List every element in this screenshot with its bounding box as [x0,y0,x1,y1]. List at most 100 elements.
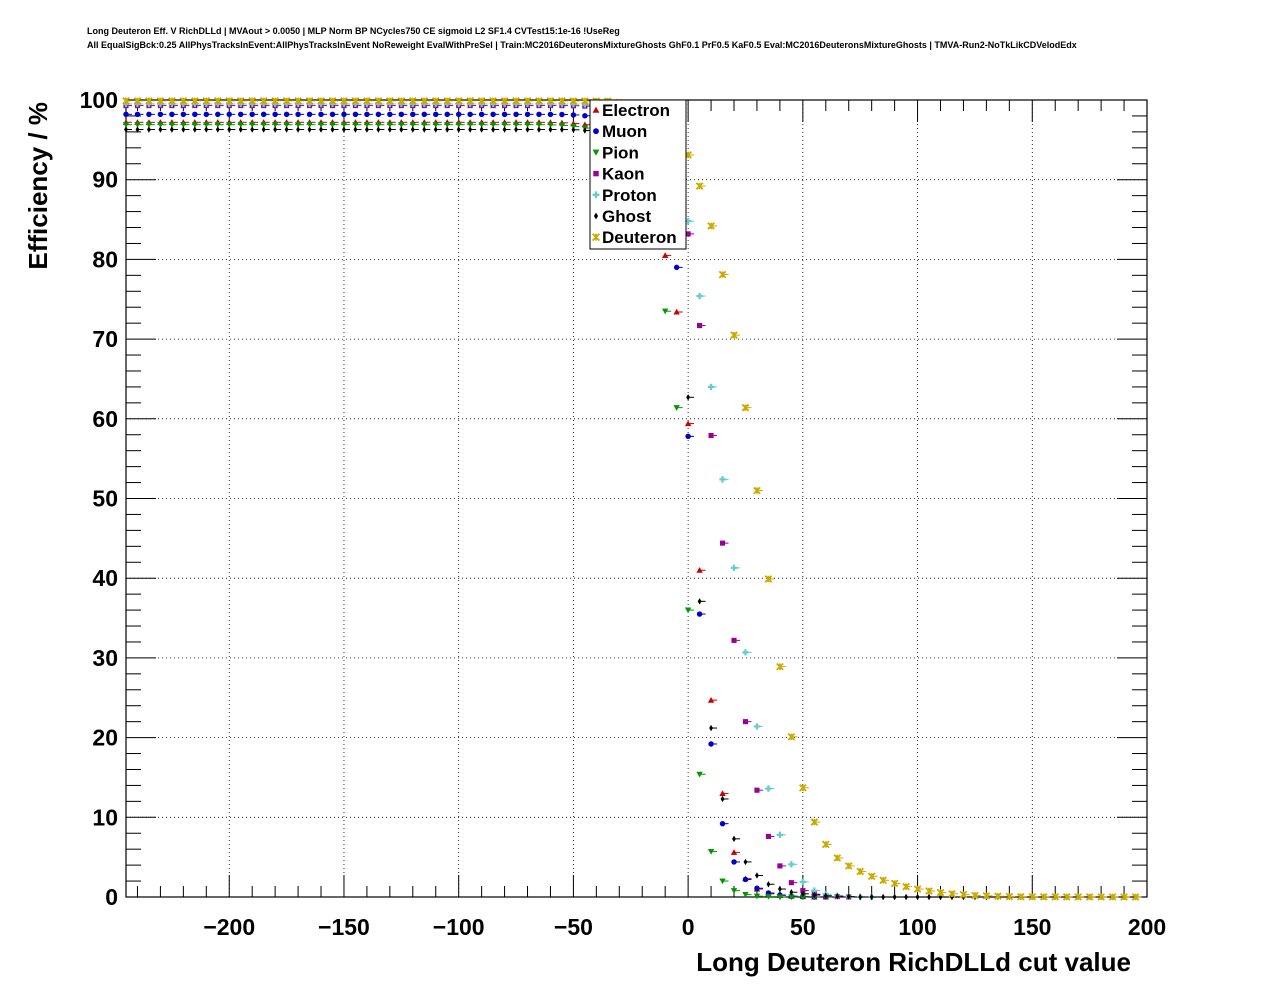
data-point [1005,892,1014,901]
data-point [260,122,267,128]
y-tick-label: 100 [80,87,118,113]
data-point [261,126,266,133]
data-point [375,111,382,118]
data-point [743,858,748,866]
data-point [535,122,543,128]
data-point [927,893,931,901]
x-tick-label: −100 [433,914,485,940]
data-point [844,862,853,870]
data-point [548,126,553,133]
y-axis-label: Efficiency / % [23,102,53,270]
legend-label-deuteron: Deuteron [602,228,677,247]
data-point [661,308,669,315]
data-point [858,893,863,901]
data-point [788,894,795,901]
data-point [547,111,554,118]
data-point [707,849,715,855]
y-tick-label: 60 [92,406,118,432]
legend-label-kaon: Kaon [602,165,645,184]
y-tick-label: 50 [92,486,118,512]
data-point [478,122,485,128]
data-point [489,96,497,105]
data-point [523,96,532,105]
data-point [856,867,865,876]
data-point [134,111,141,118]
data-point [581,101,589,108]
data-point [707,222,715,230]
data-point [810,818,819,826]
data-point [524,122,531,128]
data-point [994,892,1002,901]
data-point [203,111,210,118]
chart-title-line-1: Long Deuteron Eff. V RichDLLd | MVAout >… [87,26,620,36]
legend-label-pion: Pion [602,143,639,162]
data-point [157,111,164,118]
data-point [491,126,496,133]
data-point [203,122,210,128]
data-point [399,126,404,133]
data-point [363,122,371,128]
data-point [169,111,175,118]
data-point [342,126,346,133]
data-point [684,420,692,427]
data-point [525,126,530,133]
data-point [1016,892,1025,901]
data-point [214,122,221,128]
data-point [134,122,141,128]
data-point [202,96,211,105]
data-point [317,122,325,128]
data-point [259,96,268,105]
data-point [536,111,542,118]
x-tick-label: −200 [203,914,255,940]
data-point [227,126,232,133]
data-point [514,126,518,133]
data-point [328,96,337,105]
data-point [789,889,794,896]
data-point [444,111,450,118]
data-point [535,96,543,105]
data-point [489,122,497,128]
data-point [696,611,703,617]
series-muon [123,111,832,900]
data-point [559,111,565,118]
data-point [364,126,369,133]
data-point [971,891,979,900]
data-point [180,111,187,118]
data-point [454,96,463,105]
data-point [696,567,703,573]
data-point [146,111,152,118]
data-point [410,126,415,133]
data-point [684,607,692,614]
y-tick-label: 30 [92,645,118,671]
data-point [1097,893,1105,901]
data-point [913,885,922,893]
data-point [718,270,727,279]
data-point [225,96,234,105]
y-tick-label: 10 [92,804,118,830]
data-point [249,111,255,118]
data-point [456,126,461,133]
data-point [546,97,555,105]
data-point [282,96,291,105]
data-point [500,96,509,105]
legend-marker-proton [592,191,600,199]
data-point [133,96,142,105]
data-point [387,111,393,118]
legend-marker-muon [593,128,599,135]
data-point [821,840,830,849]
data-point [869,893,874,901]
data-point [466,96,474,105]
data-point [294,122,302,128]
data-point [468,126,473,133]
data-point [685,433,691,440]
data-point [686,394,691,401]
data-point [273,126,278,133]
data-point [455,122,462,128]
data-point [788,880,794,886]
y-tick-label: 40 [92,565,118,591]
data-point [352,111,359,118]
data-point [317,96,325,105]
data-point [560,126,564,133]
data-point [477,96,486,105]
data-point [158,126,163,133]
